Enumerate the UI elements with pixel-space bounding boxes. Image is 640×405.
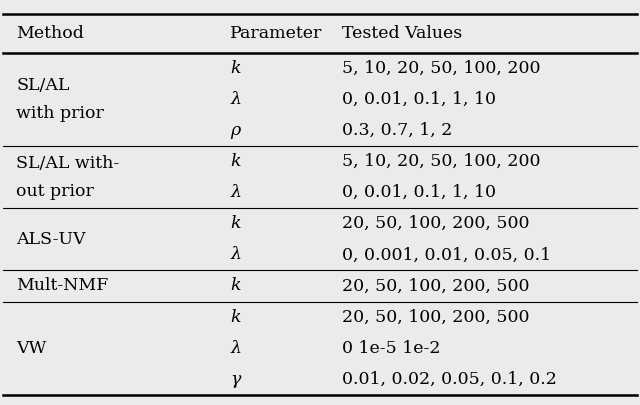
Text: k: k: [230, 215, 241, 232]
Text: λ: λ: [230, 91, 241, 108]
Text: Mult-NMF: Mult-NMF: [16, 277, 108, 294]
Text: k: k: [230, 277, 241, 294]
Text: 20, 50, 100, 200, 500: 20, 50, 100, 200, 500: [342, 215, 530, 232]
Text: λ: λ: [230, 340, 241, 357]
Text: 0, 0.001, 0.01, 0.05, 0.1: 0, 0.001, 0.01, 0.05, 0.1: [342, 246, 552, 263]
Text: Method: Method: [16, 25, 84, 42]
Text: 0.3, 0.7, 1, 2: 0.3, 0.7, 1, 2: [342, 122, 452, 139]
Text: ρ: ρ: [230, 122, 241, 139]
Text: 20, 50, 100, 200, 500: 20, 50, 100, 200, 500: [342, 277, 530, 294]
Text: ALS-UV: ALS-UV: [16, 231, 86, 248]
Text: k: k: [230, 153, 241, 170]
Text: k: k: [230, 309, 241, 326]
Text: λ: λ: [230, 184, 241, 201]
Text: Tested Values: Tested Values: [342, 25, 463, 42]
Text: SL/AL: SL/AL: [16, 77, 69, 94]
Text: out prior: out prior: [16, 183, 94, 200]
Text: 0, 0.01, 0.1, 1, 10: 0, 0.01, 0.1, 1, 10: [342, 91, 497, 108]
Text: 0.01, 0.02, 0.05, 0.1, 0.2: 0.01, 0.02, 0.05, 0.1, 0.2: [342, 371, 557, 388]
Text: 5, 10, 20, 50, 100, 200: 5, 10, 20, 50, 100, 200: [342, 60, 541, 77]
Text: 0, 0.01, 0.1, 1, 10: 0, 0.01, 0.1, 1, 10: [342, 184, 497, 201]
Text: k: k: [230, 60, 241, 77]
Text: VW: VW: [16, 340, 46, 357]
Text: γ: γ: [230, 371, 241, 388]
Text: SL/AL with-: SL/AL with-: [16, 155, 119, 172]
Text: 0 1e-5 1e-2: 0 1e-5 1e-2: [342, 340, 441, 357]
Text: 5, 10, 20, 50, 100, 200: 5, 10, 20, 50, 100, 200: [342, 153, 541, 170]
Text: Parameter: Parameter: [230, 25, 323, 42]
Text: λ: λ: [230, 246, 241, 263]
Text: 20, 50, 100, 200, 500: 20, 50, 100, 200, 500: [342, 309, 530, 326]
Text: with prior: with prior: [16, 105, 104, 122]
